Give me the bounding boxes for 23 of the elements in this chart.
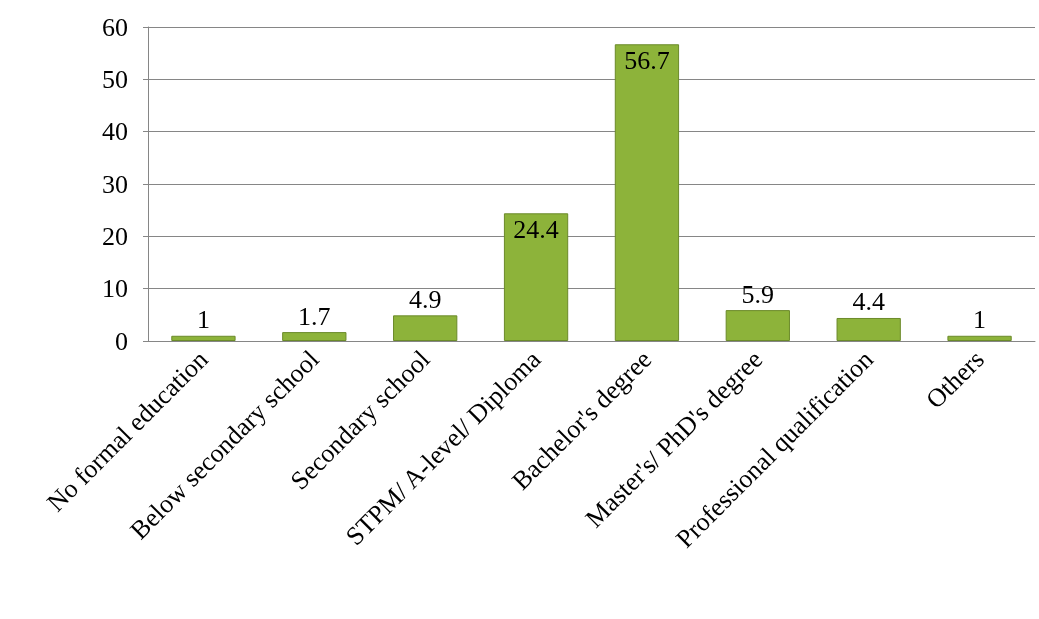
data-label: 1.7	[298, 301, 331, 331]
data-label: 5.9	[741, 279, 775, 309]
bar	[614, 44, 680, 341]
y-tick-label: 60	[102, 12, 128, 42]
data-label: 1	[973, 305, 987, 335]
y-tick-label: 10	[102, 274, 128, 304]
bar	[503, 213, 569, 341]
bar	[393, 315, 458, 341]
bar	[171, 335, 236, 341]
data-label: 1	[196, 305, 210, 335]
bar	[725, 310, 790, 341]
y-tick-label: 0	[115, 326, 128, 356]
data-label: 4.4	[852, 287, 885, 317]
y-tick-label: 50	[102, 64, 128, 94]
bar	[282, 332, 347, 341]
bar	[836, 317, 901, 341]
y-tick-label: 30	[102, 169, 128, 199]
data-label: 24.4	[513, 214, 559, 244]
y-tick-label: 20	[102, 221, 128, 251]
y-tick-label: 40	[102, 117, 128, 147]
data-label: 56.7	[624, 45, 670, 75]
data-label: 4.9	[408, 284, 442, 314]
bar	[947, 335, 1012, 341]
